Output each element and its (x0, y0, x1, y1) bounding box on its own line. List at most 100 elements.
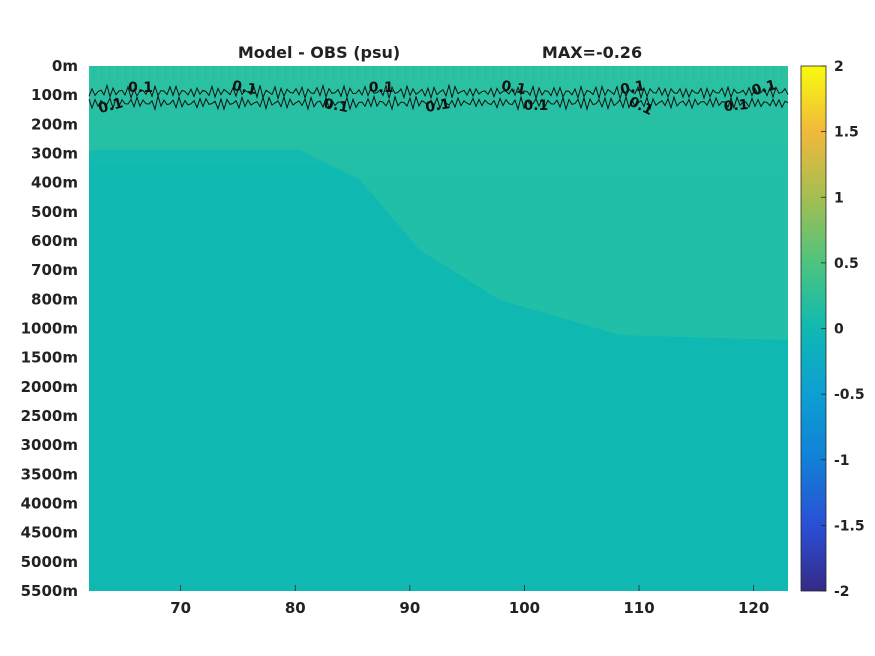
contour-label: 0.1 (369, 80, 394, 96)
surface-stripe (677, 66, 679, 78)
surface-stripe (737, 66, 739, 78)
surface-stripe (133, 66, 135, 78)
surface-stripe (761, 66, 763, 78)
contour-label: 0.1 (322, 96, 349, 116)
surface-stripe (93, 66, 95, 78)
surface-stripe (281, 66, 283, 78)
surface-stripe (125, 66, 127, 78)
colorbar-tick-label: 2 (834, 59, 844, 75)
surface-stripe (325, 66, 327, 78)
surface-stripe (189, 66, 191, 78)
surface-stripe (285, 66, 287, 78)
surface-stripe (621, 66, 623, 78)
surface-stripe (89, 66, 91, 78)
surface-stripe (641, 66, 643, 78)
surface-stripe (609, 66, 611, 78)
surface-stripe (397, 66, 399, 78)
colorbar-tick-label: 0 (834, 322, 844, 338)
surface-stripe (433, 66, 435, 78)
surface-stripe (765, 66, 767, 78)
colorbar-ticks: 2 1.5 1 0.5 0 -0.5 -1 -1.5 -2 (821, 59, 865, 600)
surface-stripe (97, 66, 99, 78)
surface-stripe (205, 66, 207, 78)
surface-stripe (405, 66, 407, 78)
surface-stripe (337, 66, 339, 78)
y-tick-label: 3000m (21, 436, 78, 454)
y-tick-label: 600m (31, 232, 78, 250)
surface-stripe (701, 66, 703, 78)
surface-stripe (233, 66, 235, 78)
surface-stripe (633, 66, 635, 78)
surface-stripe (449, 66, 451, 78)
surface-stripe (129, 66, 131, 78)
surface-stripe (601, 66, 603, 78)
y-tick-label: 4500m (21, 524, 78, 542)
y-tick-label: 500m (31, 203, 78, 221)
surface-stripe (637, 66, 639, 78)
surface-stripe (717, 66, 719, 78)
surface-stripe (317, 66, 319, 78)
surface-stripe (657, 66, 659, 78)
surface-stripe (725, 66, 727, 78)
surface-stripe (217, 66, 219, 78)
surface-stripe (481, 66, 483, 78)
surface-stripe (329, 66, 331, 78)
surface-stripe (541, 66, 543, 78)
colorbar-tick-label: -2 (834, 584, 850, 600)
surface-stripe (545, 66, 547, 78)
surface-stripe (393, 66, 395, 78)
surface-stripe (661, 66, 663, 78)
surface-stripe (513, 66, 515, 78)
surface-stripe (345, 66, 347, 78)
x-tick-label: 70 (170, 599, 191, 617)
surface-stripe (241, 66, 243, 78)
colorbar-tick-label: 1.5 (834, 125, 859, 141)
surface-stripe (649, 66, 651, 78)
surface-stripe (617, 66, 619, 78)
x-tick-label: 120 (738, 599, 769, 617)
y-tick-label: 800m (31, 290, 78, 308)
surface-stripe (777, 66, 779, 78)
surface-stripe (581, 66, 583, 78)
contour-label: 0.1 (619, 78, 646, 98)
surface-stripe (361, 66, 363, 78)
surface-stripe (729, 66, 731, 78)
surface-stripe (441, 66, 443, 78)
surface-stripe (681, 66, 683, 78)
surface-stripe (209, 66, 211, 78)
surface-stripe (569, 66, 571, 78)
surface-stripe (489, 66, 491, 78)
surface-stripe (709, 66, 711, 78)
contour-label: 0.1 (128, 80, 153, 96)
surface-stripe (613, 66, 615, 78)
surface-stripe (589, 66, 591, 78)
surface-stripe (177, 66, 179, 78)
surface-stripe (297, 66, 299, 78)
colorbar-tick-label: -0.5 (834, 387, 865, 403)
surface-stripe (437, 66, 439, 78)
contour-line-upper (88, 83, 789, 101)
surface-stripe (693, 66, 695, 78)
surface-stripe (753, 66, 755, 78)
surface-stripe (313, 66, 315, 78)
surface-stripe (165, 66, 167, 78)
surface-stripe (785, 66, 787, 78)
colorbar: 2 1.5 1 0.5 0 -0.5 -1 -1.5 -2 (800, 59, 865, 600)
contour-label: 0.1 (500, 78, 527, 98)
y-tick-label: 1000m (21, 320, 78, 338)
surface-stripe (417, 66, 419, 78)
surface-stripe (229, 66, 231, 78)
surface-stripe (153, 66, 155, 78)
surface-stripes (89, 66, 787, 78)
surface-stripe (533, 66, 535, 78)
surface-stripe (685, 66, 687, 78)
surface-stripe (429, 66, 431, 78)
surface-stripe (181, 66, 183, 78)
surface-stripe (269, 66, 271, 78)
surface-stripe (745, 66, 747, 78)
surface-stripe (453, 66, 455, 78)
surface-stripe (353, 66, 355, 78)
y-tick-label: 5500m (21, 582, 78, 600)
surface-stripe (469, 66, 471, 78)
x-tick-label: 90 (399, 599, 420, 617)
